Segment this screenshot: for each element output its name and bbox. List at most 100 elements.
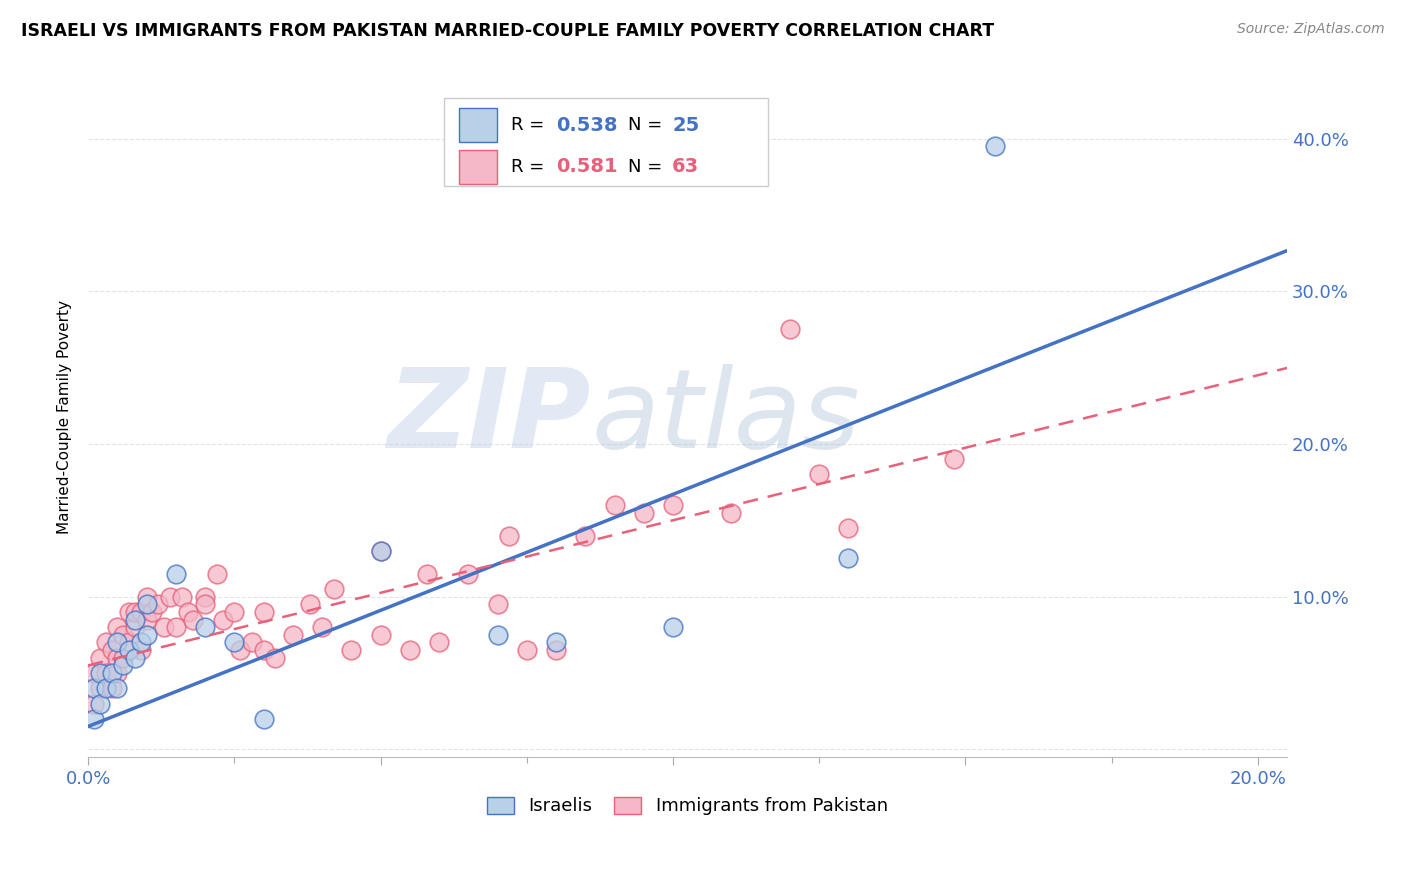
Point — [194, 590, 217, 604]
Text: 25: 25 — [672, 116, 699, 135]
Point — [194, 620, 217, 634]
Point — [135, 628, 157, 642]
Text: N =: N = — [627, 158, 668, 176]
Point — [89, 665, 111, 680]
Point — [370, 544, 392, 558]
Point — [574, 528, 596, 542]
Point — [837, 521, 859, 535]
Point — [662, 498, 685, 512]
Point — [252, 712, 274, 726]
Text: Source: ZipAtlas.com: Source: ZipAtlas.com — [1237, 22, 1385, 37]
Point — [427, 635, 450, 649]
Point — [457, 566, 479, 581]
Point — [544, 635, 567, 649]
Point — [299, 597, 322, 611]
Point — [281, 628, 304, 642]
Point — [94, 635, 117, 649]
Point — [89, 650, 111, 665]
Point — [340, 643, 363, 657]
Text: 0.581: 0.581 — [555, 157, 617, 177]
Point — [83, 681, 105, 696]
Point — [124, 650, 146, 665]
Point — [89, 681, 111, 696]
Legend: Israelis, Immigrants from Pakistan: Israelis, Immigrants from Pakistan — [479, 789, 896, 822]
Y-axis label: Married-Couple Family Poverty: Married-Couple Family Poverty — [58, 301, 72, 534]
Point — [94, 681, 117, 696]
Point — [486, 597, 509, 611]
Point — [100, 681, 122, 696]
Point — [112, 658, 135, 673]
Point — [516, 643, 538, 657]
Point — [100, 643, 122, 657]
Point — [264, 650, 287, 665]
Text: R =: R = — [512, 158, 550, 176]
Point — [83, 712, 105, 726]
Point — [224, 635, 246, 649]
Text: ISRAELI VS IMMIGRANTS FROM PAKISTAN MARRIED-COUPLE FAMILY POVERTY CORRELATION CH: ISRAELI VS IMMIGRANTS FROM PAKISTAN MARR… — [21, 22, 994, 40]
Text: R =: R = — [512, 116, 550, 135]
Point — [105, 681, 128, 696]
Point — [370, 628, 392, 642]
Point — [229, 643, 252, 657]
Point — [224, 605, 246, 619]
Point — [112, 628, 135, 642]
Point — [398, 643, 420, 657]
Point — [416, 566, 439, 581]
Point — [170, 590, 193, 604]
Point — [124, 613, 146, 627]
Point — [544, 643, 567, 657]
Point — [662, 620, 685, 634]
FancyBboxPatch shape — [458, 108, 496, 143]
Point — [94, 665, 117, 680]
Text: ZIP: ZIP — [388, 364, 592, 471]
Text: N =: N = — [627, 116, 668, 135]
Point — [124, 605, 146, 619]
Point — [165, 620, 187, 634]
Point — [112, 650, 135, 665]
Point — [837, 551, 859, 566]
Point — [129, 635, 152, 649]
Point — [252, 643, 274, 657]
Point — [311, 620, 333, 634]
Point — [153, 620, 176, 634]
Point — [89, 697, 111, 711]
Point — [135, 597, 157, 611]
Point — [129, 605, 152, 619]
Point — [105, 620, 128, 634]
Point — [148, 597, 170, 611]
Point — [983, 139, 1005, 153]
Point — [486, 628, 509, 642]
Point — [105, 650, 128, 665]
Text: 63: 63 — [672, 157, 699, 177]
Point — [194, 597, 217, 611]
Point — [603, 498, 626, 512]
Text: atlas: atlas — [592, 364, 860, 471]
Point — [183, 613, 205, 627]
Point — [118, 605, 141, 619]
Text: 0.538: 0.538 — [555, 116, 617, 135]
Point — [370, 544, 392, 558]
Point — [105, 665, 128, 680]
Point — [240, 635, 263, 649]
Point — [118, 643, 141, 657]
Point — [135, 613, 157, 627]
Point — [252, 605, 274, 619]
Point — [83, 697, 105, 711]
FancyBboxPatch shape — [458, 150, 496, 184]
Point — [942, 452, 965, 467]
Point — [205, 566, 228, 581]
Point — [498, 528, 520, 542]
Point — [211, 613, 233, 627]
Point — [105, 635, 128, 649]
Point — [135, 590, 157, 604]
Point — [176, 605, 198, 619]
FancyBboxPatch shape — [444, 98, 768, 186]
Point — [165, 566, 187, 581]
Point — [118, 635, 141, 649]
Point — [129, 643, 152, 657]
Point — [83, 665, 105, 680]
Point — [720, 506, 742, 520]
Point — [779, 322, 801, 336]
Point — [124, 620, 146, 634]
Point — [633, 506, 655, 520]
